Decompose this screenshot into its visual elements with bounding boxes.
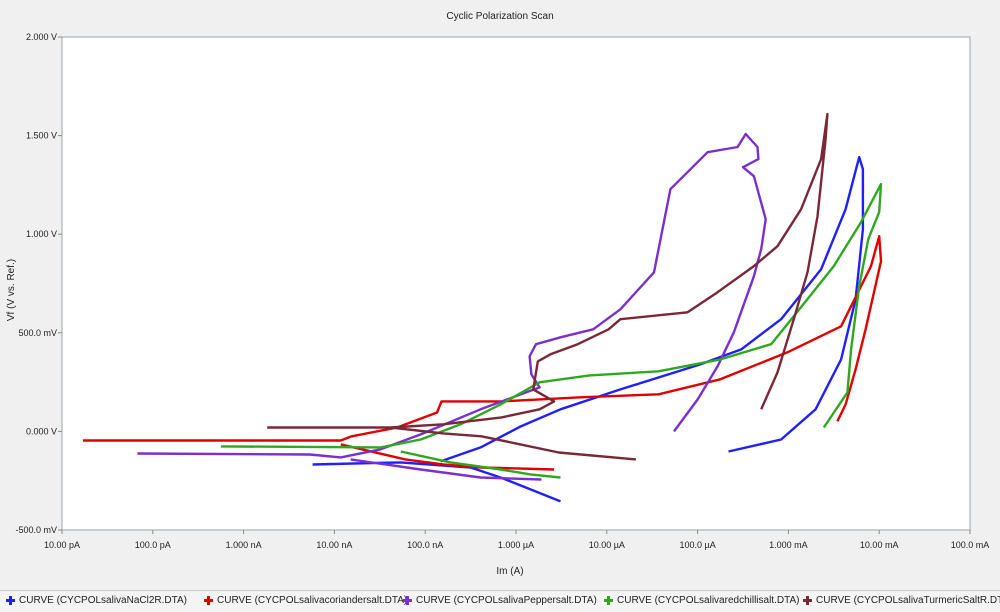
y-tick-label: 500.0 mV [18, 328, 57, 338]
y-tick-label: 0.000 V [26, 426, 57, 436]
legend-label: CURVE (CYCPOLsalivaPeppersalt.DTA) [416, 595, 597, 606]
legend-item: CURVE (CYCPOLsalivaredchillisalt.DTA) [604, 595, 799, 606]
series-line [400, 450, 561, 479]
x-tick-label: 1.000 µA [498, 540, 534, 550]
series-1 [312, 155, 865, 503]
x-tick-label: 100.0 nA [407, 540, 443, 550]
x-axis-label: Im (A) [496, 566, 523, 577]
legend-label: CURVE (CYCPOLsalivacoriandersalt.DTA) [217, 595, 408, 606]
legend-marker-icon [803, 596, 812, 605]
y-tick-label: 2.000 V [26, 32, 57, 42]
series-3 [137, 132, 767, 481]
x-tick-label: 1.000 nA [226, 540, 262, 550]
axis-ticks: 10.00 pA 100.0 pA 1.000 nA 10.00 nA 100.0 nA… [15, 32, 989, 550]
legend-marker-icon [604, 596, 613, 605]
y-tick-label: 1.000 V [26, 229, 57, 239]
y-axis-label: Vf (V vs. Ref.) [6, 259, 17, 321]
legend-label: CURVE (CYCPOLsalivaredchillisalt.DTA) [617, 595, 800, 606]
legend-item: CURVE (CYCPOLsalivacoriandersalt.DTA) [204, 595, 407, 606]
legend-marker-icon [403, 596, 412, 605]
series-line [340, 443, 555, 471]
plot-area [61, 36, 971, 531]
legend-item: CURVE (CYCPOLsalivaPeppersalt.DTA) [403, 595, 597, 606]
legend-marker-icon [6, 596, 15, 605]
series-line [440, 155, 865, 463]
series-line [350, 458, 542, 481]
y-tick-label: 1.500 V [26, 131, 57, 141]
series-line [267, 112, 829, 429]
x-tick-label: 10.00 nA [316, 540, 352, 550]
series-line [137, 132, 767, 459]
legend-marker-icon [204, 596, 213, 605]
x-tick-label: 100.0 mA [951, 540, 990, 550]
chart-title: Cyclic Polarization Scan [446, 11, 553, 22]
series-2 [82, 234, 883, 471]
legend-label: CURVE (CYCPOLsalivaNaCl2R.DTA) [19, 595, 187, 606]
legend-label: CURVE (CYCPOLsalivaTurmericSaltR.DTA) [816, 595, 1000, 606]
series-group [82, 112, 883, 503]
x-tick-label: 10.00 µA [589, 540, 625, 550]
x-tick-label: 10.00 pA [44, 540, 80, 550]
legend: CURVE (CYCPOLsalivaNaCl2R.DTA) CURVE (CYC… [0, 590, 1000, 612]
cyclic-polarization-chart: Cyclic Polarization Scan Im (A) Vf (V vs… [6, 11, 989, 577]
series-line [390, 426, 637, 461]
series-line [312, 461, 561, 503]
legend-item: CURVE (CYCPOLsalivaNaCl2R.DTA) [6, 595, 187, 606]
x-tick-label: 100.0 pA [135, 540, 171, 550]
x-tick-label: 1.000 mA [769, 540, 808, 550]
series-5 [267, 112, 829, 461]
legend-item: CURVE (CYCPOLsalivaTurmericSaltR.DTA) [803, 595, 1000, 606]
y-tick-label: -500.0 mV [15, 525, 57, 535]
series-line [82, 234, 883, 442]
x-tick-label: 100.0 µA [679, 540, 715, 550]
x-tick-label: 10.00 mA [860, 540, 899, 550]
